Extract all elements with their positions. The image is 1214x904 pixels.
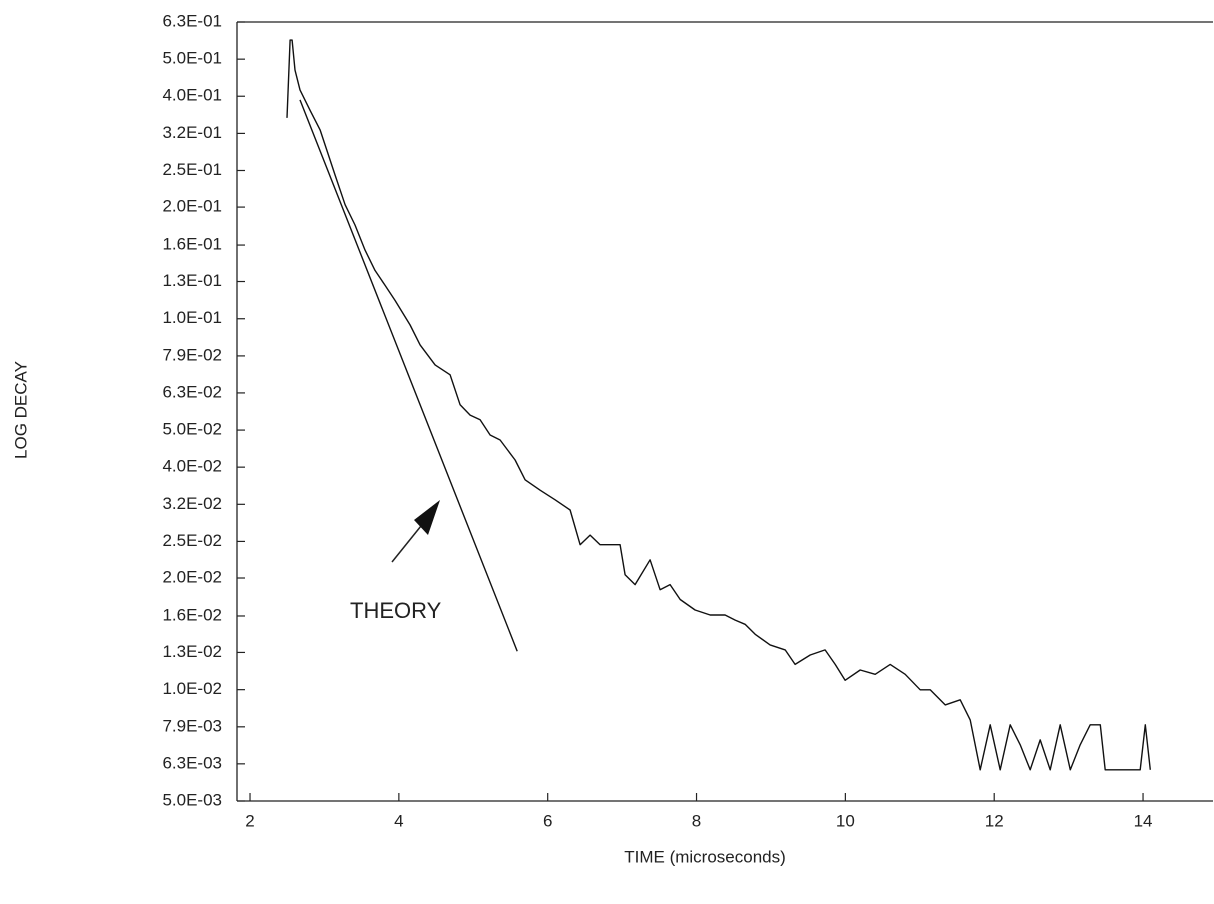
x-tick-label: 14: [1134, 811, 1153, 830]
y-tick-label: 1.3E-02: [162, 642, 222, 661]
y-tick-label: 3.2E-01: [162, 123, 222, 142]
y-tick-label: 1.3E-01: [162, 271, 222, 290]
y-tick-label: 1.0E-02: [162, 679, 222, 698]
y-tick-label: 5.0E-01: [162, 49, 222, 68]
y-tick-label: 7.9E-03: [162, 716, 222, 735]
y-tick-label: 7.9E-02: [162, 345, 222, 364]
y-tick-label: 1.6E-01: [162, 235, 222, 254]
series-line: [286, 39, 1151, 771]
y-tick-label: 5.0E-03: [162, 790, 222, 809]
y-tick-label: 1.6E-02: [162, 605, 222, 624]
x-tick-label: 4: [394, 811, 403, 830]
y-tick-label: 2.0E-01: [162, 197, 222, 216]
x-axis-label: TIME (microseconds): [624, 847, 786, 866]
y-axis-label: LOG DECAY: [11, 361, 30, 459]
y-tick-label: 4.0E-01: [162, 86, 222, 105]
annotation: THEORY: [350, 598, 442, 623]
x-tick-label: 8: [692, 811, 701, 830]
x-tick-label: 10: [836, 811, 855, 830]
y-tick-label: 5.0E-02: [162, 420, 222, 439]
y-tick-label: 6.3E-03: [162, 753, 222, 772]
y-tick-label: 4.0E-02: [162, 457, 222, 476]
y-tick-label: 3.2E-02: [162, 494, 222, 513]
x-tick-label: 12: [985, 811, 1004, 830]
arrow-head: [414, 500, 440, 535]
y-tick-label: 6.3E-01: [162, 11, 222, 30]
arrow-shaft: [391, 520, 426, 563]
y-tick-label: 6.3E-02: [162, 382, 222, 401]
y-tick-label: 2.5E-01: [162, 160, 222, 179]
y-tick-label: 1.0E-01: [162, 308, 222, 327]
x-tick-label: 6: [543, 811, 552, 830]
x-tick-label: 2: [245, 811, 254, 830]
y-tick-label: 2.0E-02: [162, 567, 222, 586]
y-tick-label: 2.5E-02: [162, 531, 222, 550]
series-line: [299, 99, 518, 652]
